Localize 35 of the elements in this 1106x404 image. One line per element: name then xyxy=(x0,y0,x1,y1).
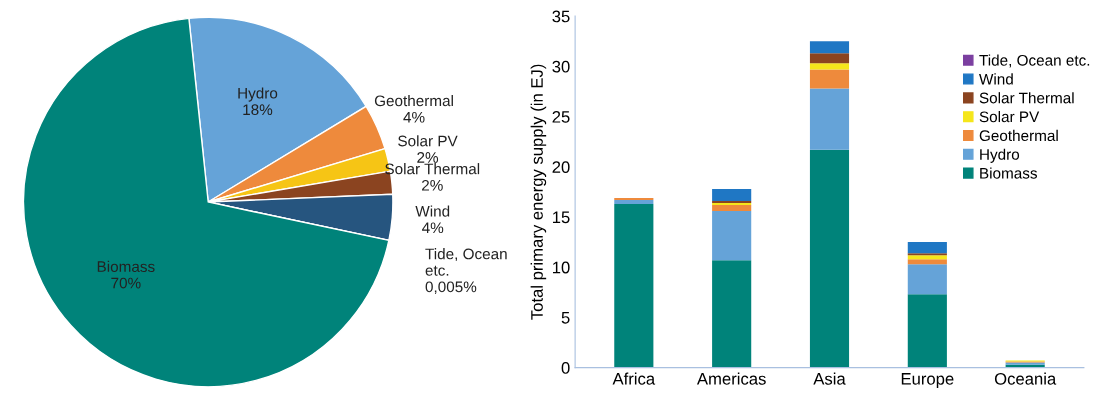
legend-label: Wind xyxy=(979,73,1013,85)
y-tick-label: 15 xyxy=(552,211,570,224)
legend-label: Hydro xyxy=(980,148,1020,163)
data-label: 4% xyxy=(422,222,444,234)
slice-label: Hydro xyxy=(238,87,278,102)
y-tick-label: 0 xyxy=(561,362,570,374)
slice-label: Geothermal xyxy=(374,94,453,107)
slice-label: Biomass xyxy=(97,260,155,273)
y-tick-label: 20 xyxy=(552,161,570,173)
y-tick-label: 25 xyxy=(552,110,570,123)
legend-label: Solar PV xyxy=(979,110,1040,123)
data-label: 70% xyxy=(111,277,141,289)
y-tick-label: 35 xyxy=(552,10,570,23)
slice-label: Solar Thermal xyxy=(385,163,480,175)
data-label: 18% xyxy=(243,104,273,116)
x-tick-label: Europe xyxy=(901,373,954,389)
data-label: 4% xyxy=(403,111,425,123)
x-tick-label: Asia xyxy=(813,372,846,385)
legend-label: Tide, Ocean etc. xyxy=(979,54,1090,68)
slice-label: Solar PV xyxy=(398,135,458,147)
data-label: 2% xyxy=(417,152,439,163)
y-axis-title: Total primary energy supply (in EJ) xyxy=(530,64,547,320)
legend-label: Geothermal xyxy=(979,129,1058,142)
slice-label: Tide, Ocean etc. xyxy=(425,248,507,276)
data-label: 2% xyxy=(422,179,443,191)
x-tick-label: Oceania xyxy=(994,372,1057,385)
data-label: 0,005% xyxy=(425,281,477,295)
y-tick-label: 5 xyxy=(561,312,570,324)
x-tick-label: Africa xyxy=(612,372,656,385)
x-tick-label: Americas xyxy=(696,372,766,385)
legend-label: Solar Thermal xyxy=(979,92,1074,104)
legend-label: Biomass xyxy=(980,167,1037,179)
slice-label: Wind xyxy=(415,205,450,217)
y-tick-label: 10 xyxy=(552,261,570,274)
y-tick-label: 30 xyxy=(552,60,570,73)
